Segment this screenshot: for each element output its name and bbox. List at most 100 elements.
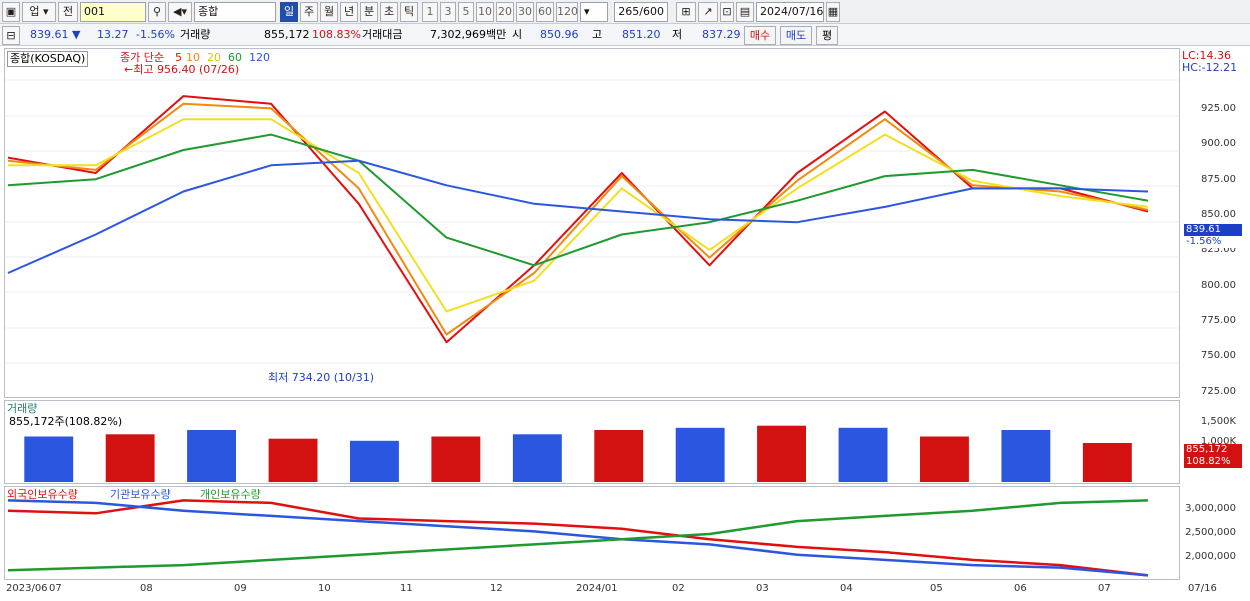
- x-label: 08: [140, 583, 153, 594]
- volume-bar: [431, 436, 481, 482]
- x-label: 11: [400, 583, 413, 594]
- ma-120-label: 120: [249, 51, 270, 64]
- volume-bar: [1001, 430, 1051, 482]
- indicator-icon[interactable]: ⊞: [676, 2, 696, 22]
- draw-icon[interactable]: ↗: [698, 2, 718, 22]
- y-label: 2,000,000: [1185, 551, 1236, 562]
- x-label: 02: [672, 583, 685, 594]
- interval-10[interactable]: 10: [476, 2, 494, 22]
- date-input[interactable]: 2024/07/16: [756, 2, 824, 22]
- ma-20-label: 20: [207, 51, 221, 64]
- lc-label: LC:14.36: [1182, 49, 1232, 62]
- volume-pct-tag: 108.82%: [1184, 456, 1242, 468]
- y-label: 3,000,000: [1185, 503, 1236, 514]
- crosshair-icon[interactable]: ⊡: [720, 2, 734, 22]
- volume-current-tag: 855,172: [1184, 444, 1242, 456]
- current-price-tag: 839.61: [1184, 224, 1242, 236]
- low-annotation: 최저 734.20 (10/31): [268, 371, 375, 384]
- y-label: 825.00: [1201, 244, 1236, 255]
- speaker-icon[interactable]: ◀▾: [168, 2, 192, 22]
- volume-bar: [594, 430, 644, 482]
- volume-axis: 1,500K 1,000K: [1180, 400, 1250, 484]
- holding-line-2: [7, 499, 1149, 572]
- toolbar: ▣ 업 ▾ 전 001 ⚲ ◀▾ 종합(KOSDAQ) 일 주 월 년 분 초 …: [0, 0, 1250, 36]
- volume-panel-title[interactable]: 거래량: [7, 402, 38, 415]
- holding-line-1: [7, 499, 1149, 577]
- interval-20[interactable]: 20: [496, 2, 514, 22]
- mode-button[interactable]: 전: [58, 2, 78, 22]
- ma-label[interactable]: 종가 단순: [120, 51, 164, 64]
- y-label: 750.00: [1201, 350, 1236, 361]
- x-label: 2024/01: [576, 583, 618, 594]
- holding-axis: 3,000,000 2,500,000 2,000,000: [1180, 486, 1250, 580]
- count-field[interactable]: 265/600: [614, 2, 668, 22]
- open-value: 850.96: [540, 28, 579, 41]
- volume-bar: [268, 438, 318, 482]
- eval-button[interactable]: 평: [816, 26, 838, 45]
- ma-line-2: [8, 118, 1149, 313]
- x-label: 10: [318, 583, 331, 594]
- volume-bar: [838, 427, 888, 482]
- price-axis: LC:14.36 HC:-12.21 925.00 900.00 875.00 …: [1180, 48, 1250, 398]
- collapse-icon[interactable]: ⊟: [2, 26, 20, 45]
- volume-bar: [675, 427, 725, 482]
- market-select[interactable]: 업 ▾: [22, 2, 56, 22]
- period-week[interactable]: 주: [300, 2, 318, 22]
- y-label: 900.00: [1201, 138, 1236, 149]
- price-change: 13.27: [97, 28, 129, 41]
- price-panel-title[interactable]: 종합(KOSDAQ): [7, 51, 89, 67]
- volume-bar: [920, 436, 969, 482]
- search-icon[interactable]: ⚲: [148, 2, 166, 22]
- volume-bar: [24, 436, 74, 482]
- volume-bar: [187, 430, 236, 482]
- ma-line-0: [7, 95, 1149, 344]
- high-label: 고: [592, 28, 603, 41]
- interval-60[interactable]: 60: [536, 2, 554, 22]
- interval-5[interactable]: 5: [458, 2, 474, 22]
- period-month[interactable]: 월: [320, 2, 338, 22]
- amount-label: 거래대금: [362, 28, 403, 41]
- high-value: 851.20: [622, 28, 661, 41]
- price-change-pct: -1.56%: [136, 28, 175, 41]
- amount-value: 7,302,969백만: [430, 28, 507, 41]
- buy-button[interactable]: 매수: [744, 26, 776, 45]
- y-label: 800.00: [1201, 280, 1236, 291]
- period-second[interactable]: 초: [380, 2, 398, 22]
- volume-bar: [1082, 443, 1132, 482]
- ma-line-3: [7, 133, 1149, 267]
- period-year[interactable]: 년: [340, 2, 358, 22]
- interval-custom-input[interactable]: ▾: [580, 2, 608, 22]
- calendar-icon[interactable]: ▦: [826, 2, 840, 22]
- code-input[interactable]: 001: [80, 2, 146, 22]
- layout-icon[interactable]: ▣: [2, 2, 20, 22]
- y-label: 775.00: [1201, 315, 1236, 326]
- interval-30[interactable]: 30: [516, 2, 534, 22]
- y-label: 850.00: [1201, 209, 1236, 220]
- y-label: 1,000K: [1200, 436, 1236, 447]
- interval-1[interactable]: 1: [422, 2, 438, 22]
- hc-label: HC:-12.21: [1182, 61, 1238, 74]
- volume-value: 855,172: [264, 28, 310, 41]
- x-label: 07: [49, 583, 62, 594]
- period-day[interactable]: 일: [280, 2, 298, 22]
- open-label: 시: [512, 28, 523, 41]
- holding-line-0: [7, 499, 1149, 577]
- save-icon[interactable]: ▤: [736, 2, 754, 22]
- foreign-holding-legend[interactable]: 외국인보유수량: [7, 488, 78, 501]
- quote-bar: ⊟ 839.61 ▼ 13.27 -1.56% 거래량 855,172 108.…: [0, 24, 1250, 46]
- interval-3[interactable]: 3: [440, 2, 456, 22]
- individual-holding-legend[interactable]: 개인보유수량: [200, 488, 261, 501]
- y-label: 1,500K: [1200, 416, 1236, 427]
- period-minute[interactable]: 분: [360, 2, 378, 22]
- institution-holding-legend[interactable]: 기관보유수량: [110, 488, 171, 501]
- high-annotation: ←최고 956.40 (07/26): [124, 63, 240, 76]
- volume-bar: [350, 440, 399, 482]
- sell-button[interactable]: 매도: [780, 26, 812, 45]
- ma-5-label: 5: [175, 51, 182, 64]
- interval-120[interactable]: 120: [556, 2, 578, 22]
- volume-bar: [105, 434, 155, 482]
- low-label: 저: [672, 28, 683, 41]
- price-chart-panel[interactable]: [4, 48, 1180, 398]
- period-tick[interactable]: 틱: [400, 2, 418, 22]
